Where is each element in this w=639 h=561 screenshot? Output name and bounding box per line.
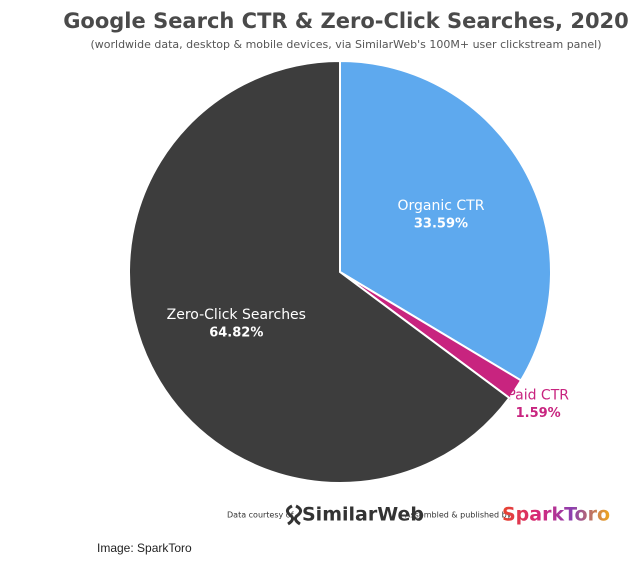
slice-label: Organic CTR: [397, 198, 484, 214]
pie-slice: [128, 59, 511, 484]
credit-source: SimilarWeb: [302, 504, 424, 526]
slice-label: Paid CTR: [507, 388, 569, 404]
slice-value: 1.59%: [516, 406, 561, 421]
slice-value: 33.59%: [414, 216, 468, 231]
slice-value: 64.82%: [209, 326, 263, 341]
chart-subtitle: (worldwide data, desktop & mobile device…: [90, 38, 601, 51]
chart-title: Google Search CTR & Zero-Click Searches,…: [63, 9, 629, 33]
credit-text: Data courtesy of: [227, 511, 294, 520]
pie-slice: [339, 59, 552, 382]
similarweb-icon: [285, 504, 303, 526]
pie: Organic CTR 33.59% Paid CTR 1.59% Zero-Click…: [128, 59, 569, 484]
slice-label: Zero-Click Searches: [167, 307, 306, 323]
published-text: Assembled & published by: [405, 511, 512, 520]
publisher: SparkToro: [502, 504, 610, 526]
caption: Image: SparkToro: [97, 541, 192, 555]
